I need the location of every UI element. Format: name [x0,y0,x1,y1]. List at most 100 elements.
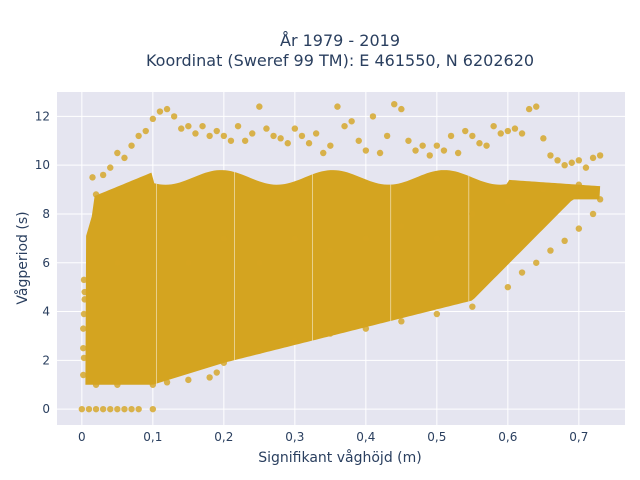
data-point [80,371,87,379]
data-point [398,318,405,325]
data-point [185,122,192,130]
data-point [99,405,107,413]
data-points [78,100,604,413]
data-point [490,122,497,130]
data-point [589,210,597,218]
data-point [462,127,469,135]
data-point [362,147,370,154]
data-point [256,259,263,266]
data-point [433,310,441,318]
data-point [447,132,455,140]
y-axis-title: Vågperiod (s) [14,211,31,304]
data-point [234,122,242,130]
data-point [241,137,249,144]
data-point [575,157,583,164]
data-point [419,142,426,149]
data-point [469,303,476,310]
data-point [192,130,199,137]
data-point [518,269,526,276]
data-point [277,135,284,142]
data-point [454,149,462,157]
data-point [135,405,142,413]
data-point [291,337,299,345]
x-tick-label: 0,5 [427,430,446,444]
data-point [341,122,348,130]
data-point [149,405,157,413]
data-point [128,405,135,413]
data-point [128,142,135,149]
data-point [206,132,213,140]
data-point [149,381,157,388]
data-point [85,405,93,413]
data-point [149,115,157,123]
data-point [547,152,554,159]
data-point [391,100,398,108]
data-point [249,130,256,137]
data-point [476,140,483,147]
data-point [220,235,228,242]
data-point [327,247,334,254]
x-axis-ticks: 0 0,1 0,2 0,3 0,4 0,5 0,6 0,7 [78,430,588,444]
data-point [525,105,533,113]
y-tick-label: 2 [42,353,50,367]
data-point [135,132,142,140]
data-point [426,152,433,159]
data-point [412,147,419,154]
dense-point-cloud [85,170,601,385]
data-point [80,310,88,318]
data-point [589,154,597,162]
data-point [114,149,121,157]
data-point [568,159,575,166]
data-point [433,142,441,149]
data-point [80,276,88,284]
data-point [81,296,88,303]
data-point [554,157,561,164]
data-point [497,130,504,137]
data-point [114,259,121,266]
data-point [596,152,604,159]
data-point [469,210,476,218]
data-point [348,118,355,125]
data-point [227,137,235,144]
data-point [80,354,88,362]
data-point [92,381,100,388]
data-point [78,405,86,413]
data-point [291,235,299,242]
data-point [149,271,157,279]
data-point [284,140,291,147]
data-point [121,154,128,162]
data-point [327,142,334,149]
y-tick-label: 4 [42,305,50,319]
data-point [369,113,377,120]
data-point [440,147,448,154]
data-point [305,140,313,147]
data-point [575,181,583,188]
data-point [334,103,341,110]
data-point [199,122,206,130]
x-tick-label: 0,7 [569,430,588,444]
data-point [362,325,370,332]
data-point [99,171,107,179]
x-tick-label: 0,3 [285,430,304,444]
data-point [185,376,192,384]
data-point [163,379,171,386]
data-point [142,127,149,135]
data-point [80,344,87,352]
data-point [533,103,540,110]
y-tick-label: 10 [35,158,50,172]
data-point [114,381,121,388]
data-point [540,135,547,142]
chart-title-line-1: År 1979 - 2019 [280,31,400,50]
data-point [504,198,512,205]
data-point [398,105,405,113]
data-point [433,235,441,242]
data-point [469,132,476,140]
data-point [575,225,583,232]
x-tick-label: 0,6 [498,430,517,444]
data-point [483,142,490,149]
data-point [327,330,334,337]
data-point [213,369,220,376]
data-point [312,130,320,137]
data-point [298,132,306,140]
data-point [156,108,164,115]
